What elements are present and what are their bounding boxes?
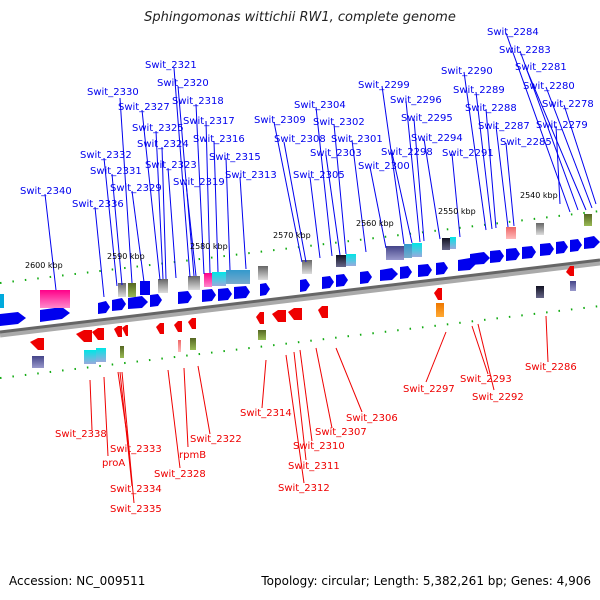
gene-label: Swit_2325 [132, 123, 184, 134]
gene-label: Swit_2309 [254, 115, 306, 126]
gene-label: Swit_2312 [278, 483, 330, 494]
reverse-labels: Swit_2338 proA Swit_2333 Swit_2334 Swit_… [55, 362, 577, 515]
gene-label: Swit_2336 [72, 199, 124, 210]
reverse-features [32, 281, 576, 368]
gene-label: Swit_2281 [515, 62, 567, 73]
gene-label: Swit_2305 [293, 170, 345, 181]
gene-label: Swit_2283 [499, 45, 551, 56]
gene-label: Swit_2316 [193, 134, 245, 145]
gene-label: Swit_2296 [390, 95, 442, 106]
gene-label: Swit_2292 [472, 392, 524, 403]
kbp-label: 2540 kbp [520, 191, 558, 200]
gene-label: Swit_2335 [110, 504, 162, 515]
gene-label: Swit_2324 [137, 139, 189, 150]
gene-label: Swit_2306 [346, 413, 398, 424]
gene-label: Swit_2321 [145, 60, 197, 71]
gene-label: Swit_2322 [190, 434, 242, 445]
gene-label: Swit_2320 [157, 78, 209, 89]
gene-label: Swit_2298 [381, 147, 433, 158]
kbp-label: 2580 kbp [190, 242, 228, 251]
forward-genes [0, 236, 600, 326]
gene-label: Swit_2295 [401, 113, 453, 124]
gene-label: Swit_2313 [225, 170, 277, 181]
gene-label: Swit_2307 [315, 427, 367, 438]
gene-label: Swit_2331 [90, 166, 142, 177]
backbone-shadow [0, 260, 600, 338]
gene-label: Swit_2302 [313, 117, 365, 128]
gene-label: Swit_2285 [500, 137, 552, 148]
gene-label: Swit_2301 [331, 134, 383, 145]
gene-label: proA [102, 458, 125, 469]
kbp-ticks: 2600 kbp 2590 kbp 2580 kbp 2570 kbp 2560… [25, 191, 558, 270]
gene-label: Swit_2278 [542, 99, 594, 110]
kbp-label: 2590 kbp [107, 252, 145, 261]
gene-label: Swit_2340 [20, 186, 72, 197]
gene-label: Swit_2310 [293, 441, 345, 452]
gene-label: Swit_2308 [274, 134, 326, 145]
gene-label: Swit_2329 [110, 183, 162, 194]
gene-label: Swit_2314 [240, 408, 292, 419]
gene-label: Swit_2304 [294, 100, 346, 111]
gene-label: Swit_2334 [110, 484, 162, 495]
forward-labels: Swit_2340 Swit_2336 Swit_2332 Swit_2331 … [20, 27, 594, 210]
forward-features [0, 214, 592, 308]
backbone [0, 258, 600, 334]
kbp-label: 2560 kbp [356, 219, 394, 228]
forward-leader-lines [44, 32, 597, 298]
gene-label: Swit_2289 [453, 85, 505, 96]
gene-label: Swit_2317 [183, 116, 235, 127]
gene-label: Swit_2303 [310, 148, 362, 159]
gene-label: Swit_2291 [442, 148, 494, 159]
topology-text: Topology: circular; Length: 5,382,261 bp… [261, 574, 591, 588]
track-reverse-outer [0, 305, 600, 379]
kbp-label: 2570 kbp [273, 231, 311, 240]
gene-label: Swit_2318 [172, 96, 224, 107]
gene-label: Swit_2279 [536, 120, 588, 131]
gene-label: Swit_2287 [478, 121, 530, 132]
gene-label: Swit_2323 [145, 160, 197, 171]
track-forward-outer [0, 210, 600, 284]
accession-text: Accession: NC_009511 [9, 574, 146, 588]
gene-label: Swit_2315 [209, 152, 261, 163]
gene-label: Swit_2338 [55, 429, 107, 440]
gene-label: Swit_2294 [411, 133, 463, 144]
gene-label: Swit_2284 [487, 27, 539, 38]
reverse-genes [30, 266, 574, 350]
gene-label: Swit_2280 [523, 81, 575, 92]
gene-label: Swit_2330 [87, 87, 139, 98]
kbp-label: 2600 kbp [25, 261, 63, 270]
gene-label: Swit_2288 [465, 103, 517, 114]
gene-label: Swit_2333 [110, 444, 162, 455]
gene-label: Swit_2328 [154, 469, 206, 480]
gene-label: Swit_2332 [80, 150, 132, 161]
gene-label: rpmB [179, 450, 206, 461]
map-title: Sphingomonas wittichii RW1, complete gen… [144, 10, 456, 25]
gene-label: Swit_2286 [525, 362, 577, 373]
gene-label: Swit_2319 [173, 177, 225, 188]
gene-label: Swit_2311 [288, 461, 340, 472]
gene-label: Swit_2300 [358, 161, 410, 172]
kbp-label: 2550 kbp [438, 207, 476, 216]
reverse-leader-lines [89, 315, 549, 504]
gene-label: Swit_2290 [441, 66, 493, 77]
gene-label: Swit_2299 [358, 80, 410, 91]
gene-label: Swit_2297 [403, 384, 455, 395]
gene-label: Swit_2327 [118, 102, 170, 113]
gene-label: Swit_2293 [460, 374, 512, 385]
